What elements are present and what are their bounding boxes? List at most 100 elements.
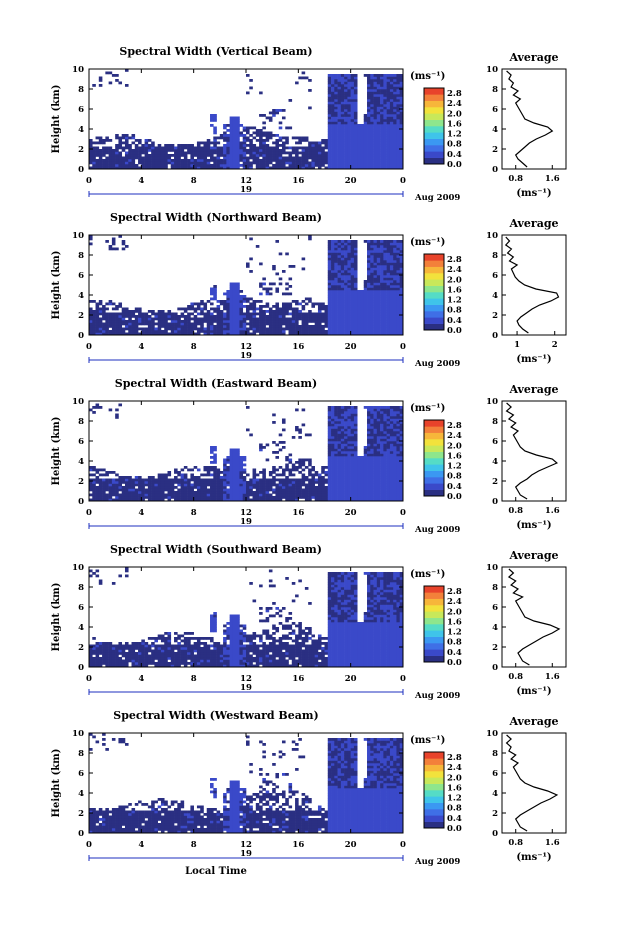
heatmap-cell bbox=[337, 285, 342, 288]
heatmap-cell bbox=[111, 478, 116, 482]
heatmap-cell bbox=[141, 327, 145, 331]
heatmap-cell bbox=[334, 473, 338, 477]
heatmap-cell bbox=[383, 109, 387, 112]
heatmap-cell bbox=[216, 330, 221, 333]
heatmap-cell bbox=[350, 116, 355, 120]
heatmap-cell bbox=[298, 310, 302, 313]
heatmap-cell bbox=[327, 456, 332, 459]
heatmap-cell bbox=[363, 461, 368, 464]
heatmap-cell bbox=[131, 312, 136, 316]
heatmap-cell bbox=[223, 327, 227, 331]
heatmap-cell bbox=[373, 101, 378, 105]
heatmap-cell bbox=[350, 252, 355, 256]
heatmap-cell bbox=[367, 478, 371, 482]
heatmap-cell bbox=[252, 481, 257, 484]
heatmap-cell bbox=[370, 413, 374, 417]
heatmap-cell bbox=[370, 94, 374, 97]
heatmap-cell bbox=[232, 131, 237, 135]
heatmap-cell bbox=[210, 166, 214, 170]
heatmap-cell bbox=[334, 106, 338, 110]
heatmap-cell bbox=[281, 332, 286, 336]
heatmap-cell bbox=[340, 109, 345, 112]
heatmap-cell bbox=[128, 488, 132, 492]
heatmap-cell bbox=[350, 421, 355, 424]
heatmap-cell bbox=[324, 154, 329, 157]
heatmap-cell bbox=[334, 280, 338, 283]
heatmap-cell bbox=[281, 312, 286, 316]
heatmap-cell bbox=[380, 164, 384, 167]
heatmap-cell bbox=[386, 290, 391, 293]
heatmap-cell bbox=[367, 453, 371, 457]
heatmap-cell bbox=[376, 240, 381, 243]
heatmap-cell bbox=[308, 473, 312, 477]
heatmap-cell bbox=[210, 446, 214, 449]
heatmap-cell bbox=[350, 136, 355, 140]
heatmap-cell bbox=[370, 101, 374, 105]
heatmap-cell bbox=[108, 156, 113, 160]
heatmap-cell bbox=[350, 159, 355, 162]
heatmap-cell bbox=[373, 413, 378, 417]
heatmap-cell bbox=[386, 282, 391, 286]
heatmap-cell bbox=[229, 166, 234, 170]
heatmap-cell bbox=[373, 476, 378, 479]
heatmap-cell bbox=[327, 327, 332, 331]
heatmap-cell bbox=[353, 250, 358, 253]
heatmap-cell bbox=[259, 498, 263, 502]
heatmap-cell bbox=[111, 320, 116, 323]
heatmap-cell bbox=[373, 144, 378, 147]
heatmap-cell bbox=[177, 166, 181, 170]
heatmap-cell bbox=[259, 312, 263, 316]
heatmap-cell bbox=[196, 161, 201, 165]
heatmap-cell bbox=[216, 161, 221, 165]
heatmap-cell bbox=[331, 451, 335, 454]
heatmap-cell bbox=[278, 491, 283, 494]
heatmap-cell bbox=[393, 101, 397, 105]
heatmap-cell bbox=[340, 446, 345, 449]
heatmap-cell bbox=[115, 164, 119, 167]
heatmap-cell bbox=[360, 159, 365, 162]
heatmap-cell bbox=[370, 114, 374, 117]
heatmap-cell bbox=[157, 327, 162, 331]
heatmap-cell bbox=[367, 325, 371, 328]
heatmap-cell bbox=[98, 307, 103, 311]
heatmap-cell bbox=[301, 330, 306, 333]
heatmap-cell bbox=[154, 159, 158, 162]
heatmap-cell bbox=[327, 89, 332, 92]
heatmap-cell bbox=[363, 139, 368, 142]
heatmap-cell bbox=[383, 141, 387, 145]
heatmap-cell bbox=[98, 139, 103, 142]
heatmap-cell bbox=[124, 245, 129, 248]
heatmap-cell bbox=[213, 151, 217, 155]
heatmap-cell bbox=[383, 126, 387, 130]
heatmap-cell bbox=[265, 443, 270, 447]
heatmap-cell bbox=[324, 471, 329, 474]
heatmap-cell bbox=[327, 463, 332, 467]
heatmap-cell bbox=[174, 478, 178, 482]
heatmap-cell bbox=[347, 242, 351, 246]
heatmap-cell bbox=[239, 290, 244, 293]
heatmap-cell bbox=[353, 242, 358, 246]
avg-y-tick-label: 4 bbox=[492, 291, 498, 301]
heatmap-cell bbox=[363, 322, 368, 326]
heatmap-cell bbox=[180, 327, 185, 331]
heatmap-cell bbox=[89, 151, 93, 155]
heatmap-cell bbox=[196, 156, 201, 160]
heatmap-cell bbox=[357, 325, 361, 328]
heatmap-cell bbox=[396, 89, 401, 92]
heatmap-cell bbox=[89, 493, 93, 497]
heatmap-cell bbox=[380, 325, 384, 328]
heatmap-cell bbox=[396, 86, 401, 90]
heatmap-cell bbox=[301, 458, 306, 462]
heatmap-cell bbox=[389, 106, 394, 110]
heatmap-cell bbox=[285, 320, 289, 323]
heatmap-cell bbox=[396, 121, 401, 125]
heatmap-cell bbox=[236, 461, 240, 464]
heatmap-cell bbox=[334, 285, 338, 288]
heatmap-cell bbox=[102, 315, 106, 318]
heatmap-cell bbox=[118, 141, 123, 145]
heatmap-cell bbox=[380, 250, 384, 253]
heatmap-cell bbox=[340, 423, 345, 427]
heatmap-cell bbox=[311, 493, 315, 497]
heatmap-cell bbox=[367, 473, 371, 477]
heatmap-cell bbox=[344, 151, 348, 155]
